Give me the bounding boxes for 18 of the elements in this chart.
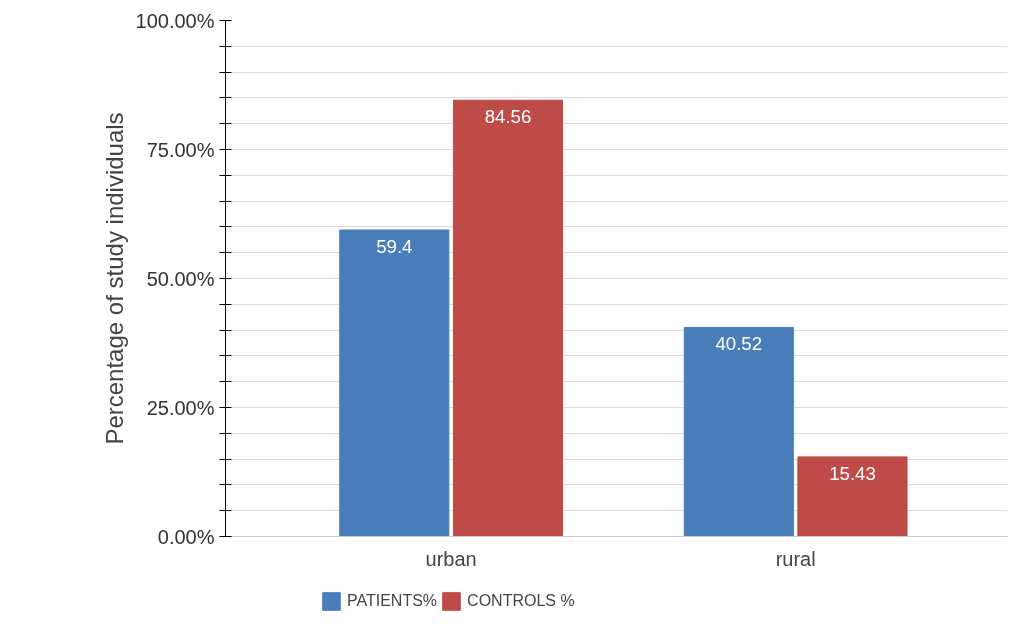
y-tick-label: 25.00% [146, 396, 215, 419]
bar [339, 229, 450, 537]
x-tick-label: rural [775, 547, 816, 570]
bar [452, 99, 564, 537]
data-label: 59.4 [376, 236, 413, 257]
y-tick-label: 100.00% [135, 9, 215, 32]
bar [683, 326, 794, 537]
x-tick-label: urban [425, 547, 477, 570]
y-axis-title: Percentage of study individuals [100, 112, 128, 445]
data-label: 40.52 [715, 333, 763, 355]
y-tick-label: 0.00% [157, 525, 215, 548]
data-label: 15.43 [829, 462, 876, 484]
y-tick-label: 50.00% [146, 267, 215, 290]
y-tick-label: 75.00% [146, 138, 215, 161]
data-label: 84.56 [484, 106, 532, 128]
legend-label: CONTROLS % [467, 592, 575, 610]
bar [797, 456, 908, 537]
legend-label: PATIENTS% [347, 592, 438, 610]
